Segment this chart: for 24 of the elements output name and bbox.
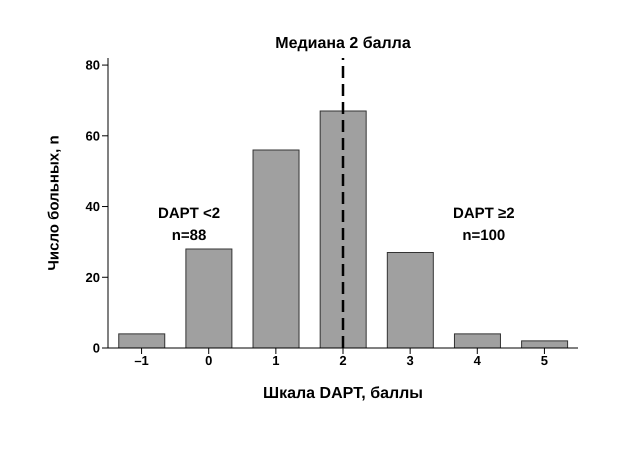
bar (386, 252, 434, 348)
x-tick-label: 3 (406, 353, 414, 368)
y-axis-title: Число больных, n (45, 135, 62, 271)
y-tick-label: 60 (86, 128, 100, 144)
x-tick-label: 5 (540, 353, 548, 368)
bar (454, 333, 501, 348)
y-tick-label: 0 (92, 340, 100, 356)
x-tick-label: –1 (134, 353, 149, 368)
x-tick-label: 1 (272, 353, 280, 368)
bar (185, 248, 232, 348)
bar (521, 340, 568, 348)
y-tick-label: 20 (86, 270, 100, 285)
x-tick-label: 2 (339, 353, 347, 368)
y-tick-label: 40 (86, 199, 100, 214)
ref-line-label: Медиана 2 балла (275, 35, 411, 52)
annotation: DAPT <2 n=88 (158, 204, 220, 246)
x-tick-label: 0 (205, 353, 212, 368)
annotation: DAPT ≥2 n=100 (453, 204, 515, 246)
bar (252, 149, 300, 348)
x-tick-label: 4 (474, 353, 482, 368)
bar (118, 333, 166, 348)
x-axis-title: Шкала DAPT, баллы (263, 385, 423, 402)
y-tick-label: 80 (86, 58, 100, 73)
bar (320, 110, 367, 348)
